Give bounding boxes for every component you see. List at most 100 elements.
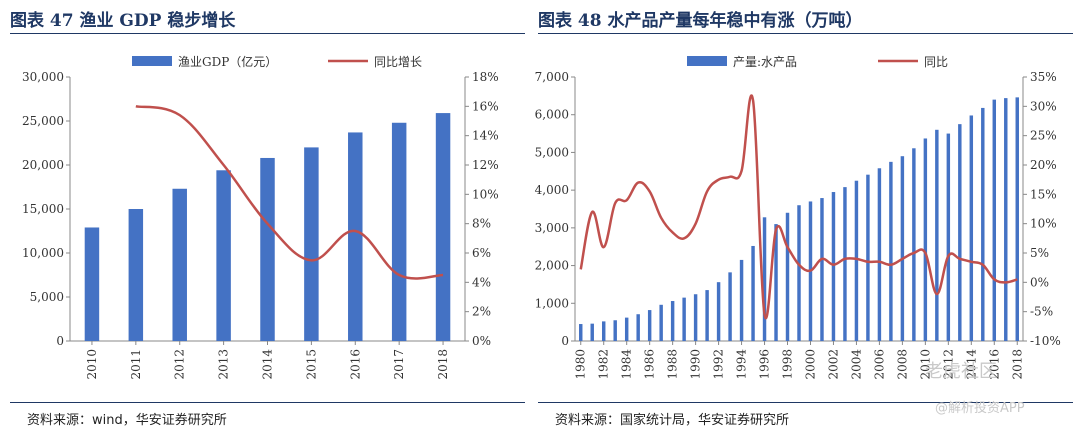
x-tick-label: 2004 [849,349,863,380]
y-left-tick-label: 0 [56,334,64,348]
x-tick-label: 2012 [173,349,187,380]
y-right-tick-label: 2% [472,305,491,319]
bar [590,323,594,341]
bar [1015,97,1019,341]
x-tick-label: 2006 [872,349,886,380]
bar [579,324,583,341]
bar [785,212,790,341]
right-chart-title: 图表 48 水产品产量每年稳中有涨（万吨） [538,11,863,31]
y-right-tick-label: 25% [1030,129,1057,143]
y-right-tick-label: 0% [1030,275,1049,289]
bar [843,187,847,341]
bar [128,209,144,341]
x-tick-label: 2018 [1010,349,1024,380]
y-right-tick-label: -10% [1030,334,1061,348]
x-tick-label: 1980 [574,349,588,380]
bar [84,227,100,341]
y-right-tick-label: 0% [472,334,491,348]
y-right-tick-label: 15% [1030,187,1057,201]
y-right-tick-label: 12% [472,158,499,172]
x-tick-label: 2010 [918,349,932,380]
x-tick-label: 1982 [597,349,611,380]
bar [601,321,606,341]
bar [670,301,675,341]
bar [636,314,640,341]
bar [889,161,893,341]
x-tick-label: 1984 [620,349,634,380]
left-source-note: 资料来源：wind，华安证券研究所 [27,413,227,428]
y-left-tick-label: 3,000 [535,221,569,235]
x-tick-label: 2018 [436,349,450,380]
x-tick-label: 1992 [712,349,726,380]
x-tick-label: 1988 [666,349,680,380]
x-tick-label: 2016 [348,349,362,380]
bar [877,168,882,341]
x-tick-label: 2002 [826,349,840,380]
y-right-tick-label: 10% [472,187,499,201]
watermark-main: 老虎社区 [925,361,997,382]
x-tick-label: 2014 [964,349,978,380]
bar [348,132,363,341]
y-right-tick-label: 35% [1030,70,1057,84]
x-tick-label: 2011 [129,349,143,380]
legend-bar-swatch [687,56,727,66]
x-tick-label: 2000 [803,349,817,380]
y-left-tick-label: 10,000 [22,246,64,260]
y-left-tick-label: 6,000 [535,108,569,122]
x-tick-label: 1996 [758,349,772,380]
right-source-note: 资料来源：国家统计局，华安证券研究所 [555,413,790,428]
bar [216,170,231,341]
bar [739,259,744,341]
bar [831,192,836,341]
bar [866,174,870,341]
x-tick-label: 2010 [85,349,99,380]
bar [751,245,755,341]
bar [716,282,721,341]
y-left-tick-label: 5,000 [30,290,64,304]
bar [854,180,859,341]
y-left-tick-label: 20,000 [22,158,64,172]
bar [774,224,778,341]
x-tick-label: 1986 [643,349,657,380]
y-left-tick-label: 0 [561,334,569,348]
watermark-sub: @解析投资APP [935,401,1025,416]
left-chart-title: 图表 47 渔业 GDP 稳步增长 [10,11,236,31]
left-title-rule [10,33,525,34]
bar [992,99,997,341]
y-left-tick-label: 2,000 [535,259,569,273]
x-tick-label: 1998 [781,349,795,380]
x-tick-label: 2017 [392,349,406,380]
bar [693,294,698,341]
x-tick-label: 1994 [735,349,749,380]
bar [820,198,824,341]
y-right-tick-label: 4% [472,275,491,289]
y-left-tick-label: 25,000 [22,114,64,128]
y-left-tick-label: 1,000 [535,296,569,310]
bar [260,157,275,341]
y-right-tick-label: 20% [1030,158,1057,172]
bar [705,290,709,341]
x-tick-label: 2014 [261,349,275,380]
legend-line-label: 同比 [924,55,948,69]
bar [797,205,801,341]
bar [958,124,962,342]
y-right-tick-label: 10% [1030,217,1057,231]
y-right-tick-label: 30% [1030,99,1057,113]
series-line [579,94,1018,320]
right-footer-rule [538,402,1073,403]
legend-bar-swatch [132,56,172,66]
bar [935,129,939,341]
y-left-tick-label: 7,000 [535,70,569,84]
bar [391,122,407,341]
gdp-chart: 0 5,000 10,000 15,000 20,000 25,000 30,000 0% 2%… [22,54,499,380]
bar [1004,98,1008,341]
y-left-tick-label: 4,000 [535,183,569,197]
aquatic-output-chart: 0 1,000 2,000 3,000 4,000 5,000 6,000 7,000 -10%… [535,55,1061,380]
bar [981,107,985,341]
bar [946,133,951,341]
bar [923,138,928,341]
y-right-tick-label: 5% [1030,246,1049,260]
y-right-tick-label: 6% [472,246,491,260]
y-left-tick-label: 5,000 [535,145,569,159]
series-line [135,105,444,280]
